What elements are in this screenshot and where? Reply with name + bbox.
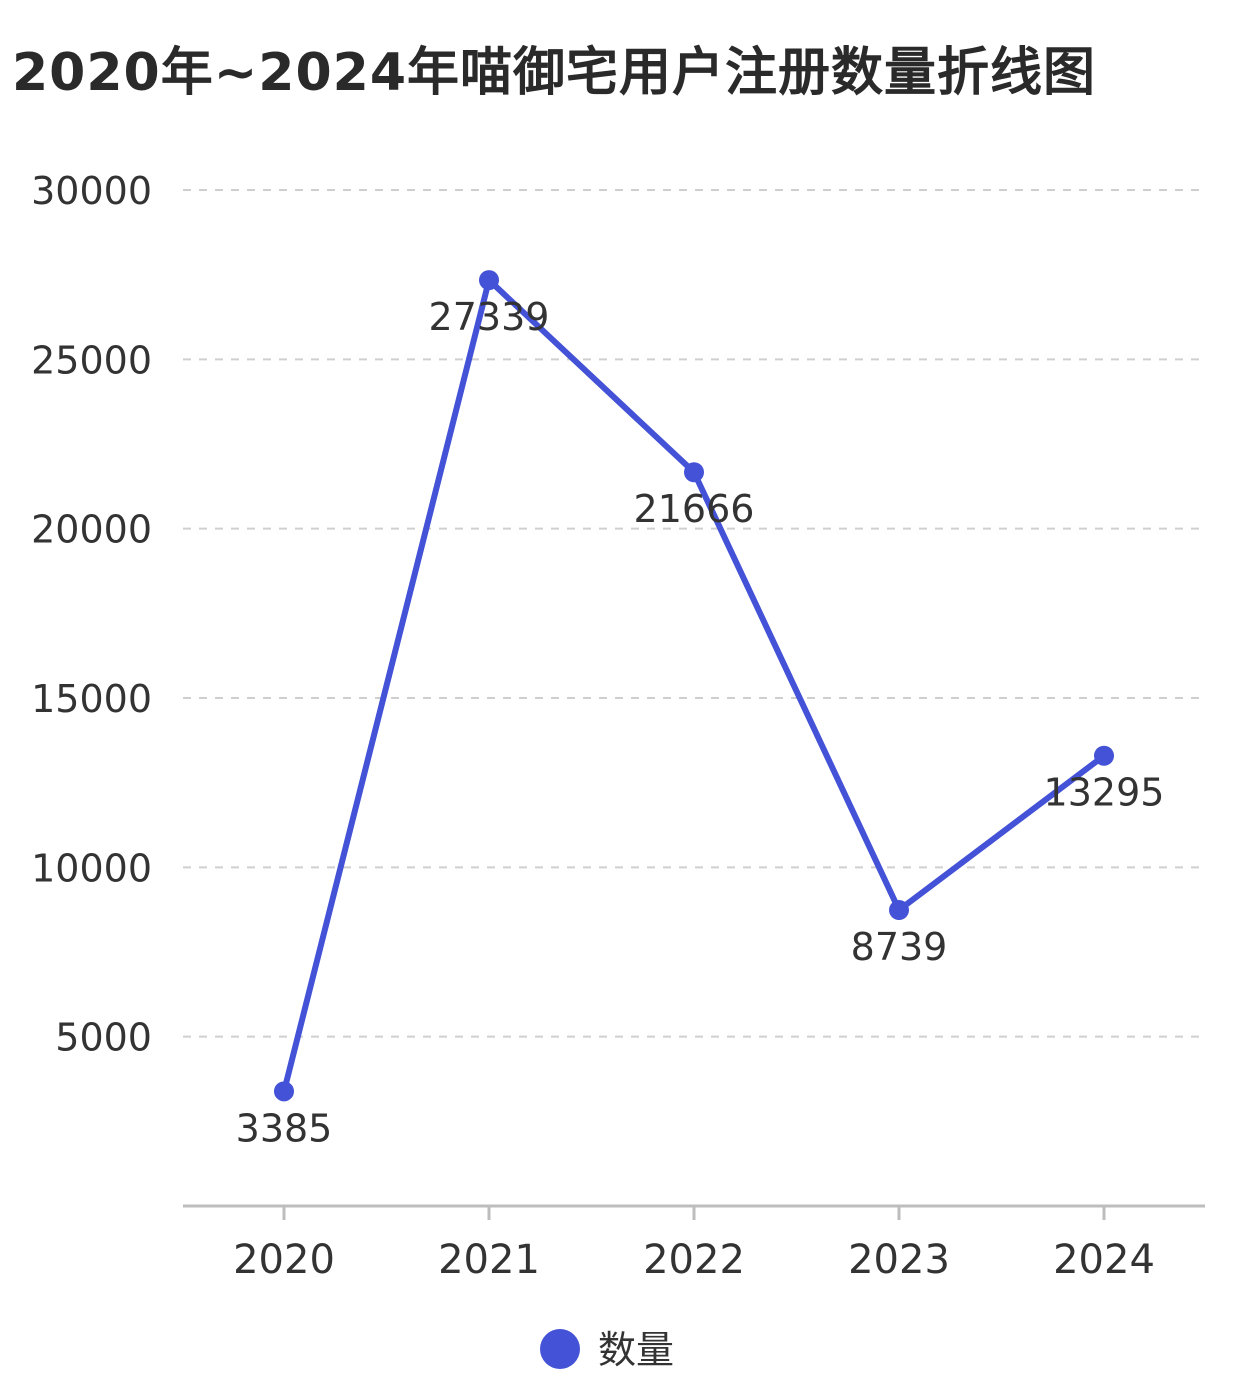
x-axis <box>183 1204 1205 1220</box>
y-tick-label: 10000 <box>31 846 152 890</box>
y-tick-label: 15000 <box>31 677 152 721</box>
y-tick-label: 20000 <box>31 508 152 552</box>
data-label: 27339 <box>429 295 550 339</box>
x-tick-label: 2020 <box>233 1237 335 1283</box>
legend-label[interactable]: 数量 <box>598 1328 674 1372</box>
chart-title: 2020年~2024年喵御宅用户注册数量折线图 <box>12 43 1097 103</box>
x-tick-label: 2022 <box>643 1237 745 1283</box>
x-tick-label: 2023 <box>848 1237 950 1283</box>
x-axis-tick-labels: 2020 2021 2022 2023 2024 <box>233 1237 1155 1283</box>
data-point[interactable] <box>1094 745 1114 766</box>
x-tick-label: 2021 <box>438 1237 540 1283</box>
legend: 数量 <box>540 1328 674 1372</box>
y-tick-label: 5000 <box>55 1016 152 1060</box>
data-point[interactable] <box>479 270 499 291</box>
data-label: 13295 <box>1044 771 1165 815</box>
legend-marker[interactable] <box>540 1329 580 1369</box>
series-line-layer <box>281 277 1107 1095</box>
data-points <box>274 270 1114 1102</box>
data-labels: 3385 27339 21666 8739 13295 <box>236 295 1165 1150</box>
data-label: 8739 <box>851 925 948 969</box>
data-label: 3385 <box>236 1106 333 1150</box>
data-label: 21666 <box>634 487 755 531</box>
data-point[interactable] <box>274 1081 294 1102</box>
grid-lines <box>183 189 1205 1038</box>
data-point[interactable] <box>684 462 704 483</box>
y-tick-label: 30000 <box>31 169 152 213</box>
data-point[interactable] <box>889 900 909 921</box>
y-tick-label: 25000 <box>31 338 152 382</box>
y-axis-tick-labels: 5000 10000 15000 20000 25000 30000 <box>31 169 152 1060</box>
series-line <box>281 277 1107 1095</box>
x-tick-label: 2024 <box>1053 1237 1155 1283</box>
